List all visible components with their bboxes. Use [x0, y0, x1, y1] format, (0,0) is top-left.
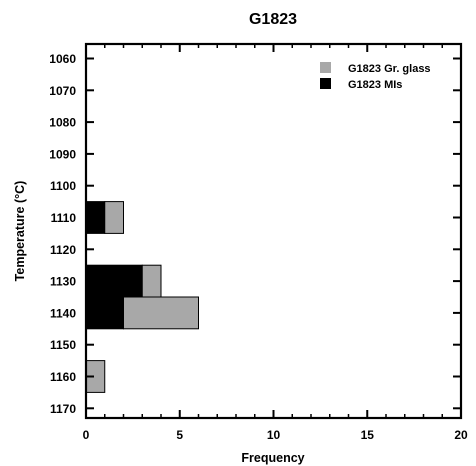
bar-1110-series-1: [104, 201, 124, 234]
y-axis-title: Temperature (°C): [13, 181, 27, 282]
x-axis-title: Frequency: [241, 451, 304, 465]
y-tick-label: 1120: [50, 243, 76, 257]
x-tick-label: 15: [361, 428, 375, 442]
y-tick-label: 1060: [49, 52, 76, 66]
x-tick-label: 0: [83, 428, 90, 442]
y-tick-label: 1070: [49, 84, 76, 98]
y-tick-label: 1150: [50, 338, 76, 352]
plot-area-frame: [84, 42, 463, 420]
legend-label: G1823 MIs: [348, 79, 402, 91]
y-tick-label: 1130: [50, 275, 76, 289]
x-tick-label: 20: [454, 428, 468, 442]
legend-label: G1823 Gr. glass: [348, 63, 431, 75]
legend: G1823 Gr. glass G1823 MIs: [320, 62, 431, 91]
chart-title: G1823: [249, 11, 297, 28]
bars-group: [85, 201, 199, 393]
y-tick-label: 1090: [49, 147, 76, 161]
bar-1140-series-1: [123, 296, 199, 330]
y-tick-label: 1140: [50, 306, 76, 320]
bar-1130-series-0: [85, 264, 143, 298]
x-axis: 0 5 10 15 20: [83, 44, 468, 442]
y-tick-label: 1110: [51, 211, 77, 225]
y-tick-label: 1080: [49, 116, 76, 130]
legend-swatch: [320, 78, 331, 89]
legend-swatch: [320, 62, 331, 73]
y-tick-label: 1160: [50, 370, 76, 384]
y-tick-label: 1100: [50, 179, 76, 193]
bar-1130-series-1: [141, 264, 162, 298]
x-tick-label: 10: [267, 428, 281, 442]
x-tick-label: 5: [176, 428, 183, 442]
y-axis: 1060 1070 1080 1090 1100 1110 1120 1130 1140 1150…: [49, 52, 461, 416]
y-tick-label: 1170: [50, 402, 76, 416]
